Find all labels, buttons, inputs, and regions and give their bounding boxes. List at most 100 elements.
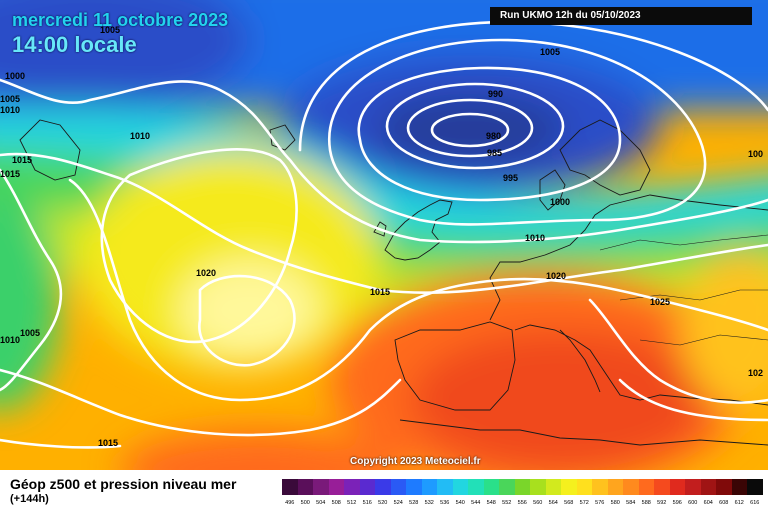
color-scale-swatch: [297, 479, 313, 495]
color-scale-label: 600: [688, 500, 698, 506]
color-scale-swatch: [344, 479, 360, 495]
color-scale-swatch: [607, 479, 623, 495]
isobar-label: 990: [488, 89, 503, 99]
color-scale-label: 596: [672, 500, 682, 506]
isobar-label: 985: [487, 148, 502, 158]
color-scale-swatch: [592, 479, 608, 495]
color-scale-label: 552: [502, 500, 512, 506]
iceland-outline: [269, 124, 296, 151]
forecast-date: mercredi 11 octobre 2023: [12, 10, 229, 30]
isobar-1025-west: [198, 274, 296, 367]
color-scale-swatch: [623, 479, 639, 495]
color-scale-labels: 496 500 504 508 512 516 520 524 528 532 536 540 544 5…: [282, 500, 763, 506]
color-scale-swatch: [654, 479, 670, 495]
color-scale-swatch: [685, 479, 701, 495]
isobar-label: 980: [486, 131, 501, 141]
color-scale-swatch: [700, 479, 716, 495]
isobar-label: 1010: [0, 105, 20, 115]
color-scale-label: 520: [378, 500, 388, 506]
isobar-label: 1000: [5, 71, 25, 81]
color-scale-label: 504: [316, 500, 326, 506]
color-scale-swatch: [561, 479, 577, 495]
color-scale-swatch: [421, 479, 437, 495]
isobar-label: 1015: [370, 287, 390, 297]
isobar-1015-mid: [0, 152, 768, 295]
color-scale-swatch: [638, 479, 654, 495]
color-scale-label: 588: [641, 500, 651, 506]
color-scale-label: 556: [517, 500, 527, 506]
denmark-outline: [539, 169, 566, 211]
ireland-outline: [373, 221, 387, 237]
legend-footer: Géop z500 et pression niveau mer (+144h)…: [0, 470, 768, 512]
isobar-label: 1015: [0, 169, 20, 179]
color-scale-label: 612: [734, 500, 744, 506]
color-scale-swatch: [390, 479, 406, 495]
color-scale-swatch: [452, 479, 468, 495]
color-scale-label: 560: [533, 500, 543, 506]
isobar-label: 1005: [20, 328, 40, 338]
color-scale-label: 524: [393, 500, 403, 506]
color-scale-label: 532: [424, 500, 434, 506]
isobar-label: 1025: [650, 297, 670, 307]
color-scale-label: 604: [703, 500, 713, 506]
isobar-980: [430, 112, 510, 148]
legend-title: Géop z500 et pression niveau mer: [10, 476, 237, 492]
color-scale-label: 528: [409, 500, 419, 506]
mediterranean-north-coast: [514, 324, 768, 406]
isobar-label: 100: [748, 149, 763, 159]
color-scale-swatch: [313, 479, 329, 495]
color-scale-label: 508: [331, 500, 341, 506]
isobar-985: [406, 98, 534, 158]
model-run-info: Run UKMO 12h du 05/10/2023: [490, 7, 752, 25]
isobar-label: 1005: [0, 94, 20, 104]
isobar-label: 102: [748, 368, 763, 378]
map-area: 1005 1000 1005 1010 1010 1015 1015 1020 …: [0, 0, 768, 470]
color-scale-swatch: [545, 479, 561, 495]
color-scale-label: 616: [750, 500, 760, 506]
isobar-label: 1015: [98, 438, 118, 448]
color-scale-swatch: [282, 479, 298, 495]
isobar-1015-bottom: [0, 438, 122, 449]
color-scale-label: 496: [285, 500, 295, 506]
color-scale-label: 512: [347, 500, 357, 506]
isobar-1025-east: [588, 298, 768, 404]
color-scale-label: 500: [300, 500, 310, 506]
color-scale-label: 536: [440, 500, 450, 506]
copyright-text: Copyright 2023 Meteociel.fr: [350, 456, 481, 467]
isobar-label-layer: 1005 1000 1005 1010 1010 1015 1015 1020 …: [0, 25, 763, 448]
color-scale-swatch: [406, 479, 422, 495]
color-scale-swatch: [530, 479, 546, 495]
isobar-990: [385, 82, 565, 170]
color-scale-swatch: [731, 479, 747, 495]
isobar-label: 1015: [12, 155, 32, 165]
isobar-1010: [0, 78, 768, 244]
isobar-east-low: [618, 378, 768, 422]
forecast-time: 14:00 locale: [12, 32, 137, 57]
color-scale-label: 608: [719, 500, 729, 506]
isobar-1015-south: [0, 368, 402, 437]
color-scale-label: 576: [595, 500, 605, 506]
isobar-1020-long: [68, 178, 768, 402]
isobar-label: 995: [503, 173, 518, 183]
isobar-995: [357, 66, 622, 202]
color-scale-swatch: [375, 479, 391, 495]
color-scale-swatch: [716, 479, 732, 495]
europe-north-coast: [489, 194, 768, 321]
scandinavia-outline: [559, 119, 651, 196]
color-scale-swatch: [468, 479, 484, 495]
color-scale-label: 564: [548, 500, 558, 506]
color-scale-label: 568: [564, 500, 574, 506]
color-scale-swatch: [514, 479, 530, 495]
italy-outline: [559, 329, 601, 393]
isobar-label: 1010: [130, 131, 150, 141]
color-scale-swatch: [437, 479, 453, 495]
greenland-outline: [19, 119, 81, 181]
isobar-label: 1010: [0, 335, 20, 345]
color-scale-swatch: [328, 479, 344, 495]
isobar-label: 1000: [550, 197, 570, 207]
iberia-outline: [394, 321, 516, 411]
north-africa-coast: [399, 419, 768, 446]
geopotential-map: 1005 1000 1005 1010 1010 1015 1015 1020 …: [0, 0, 768, 470]
color-scale-label: 544: [471, 500, 481, 506]
isobars: [0, 20, 768, 449]
